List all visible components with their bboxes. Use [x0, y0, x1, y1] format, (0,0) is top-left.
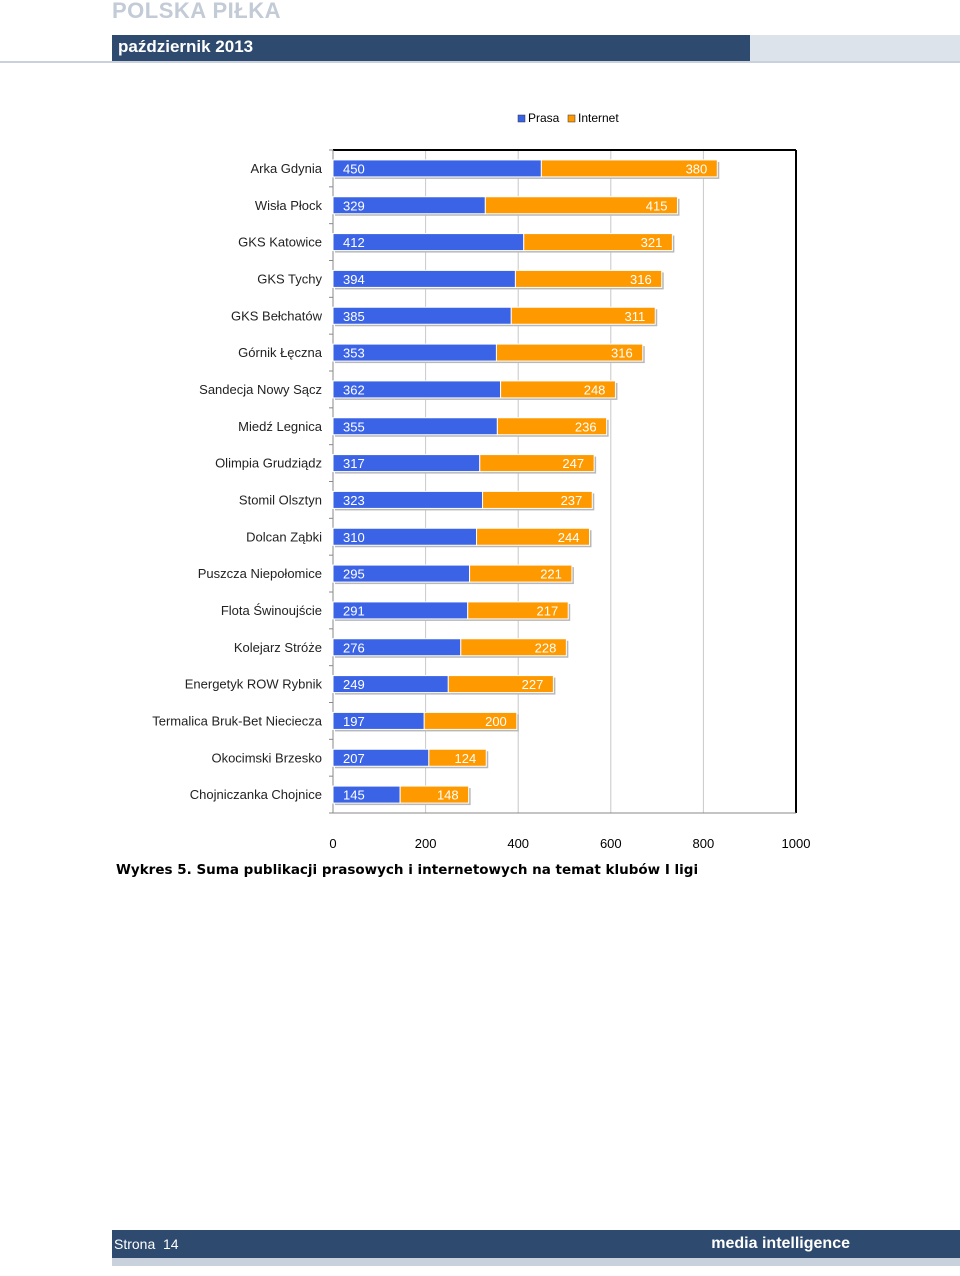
category-label: Chojniczanka Chojnice	[190, 787, 322, 802]
category-label: Miedź Legnica	[238, 419, 323, 434]
category-label: GKS Tychy	[257, 271, 322, 286]
bar-value-label: 385	[343, 309, 365, 324]
bar-internet	[495, 343, 644, 362]
x-tick-label: 200	[415, 836, 437, 850]
report-date: październik 2013	[118, 37, 254, 56]
category-label: Flota Świnoujście	[221, 603, 322, 618]
category-label: Wisła Płock	[255, 198, 323, 213]
bar-internet	[423, 711, 518, 730]
bar-value-label: 221	[540, 567, 562, 582]
bar-internet	[496, 417, 608, 436]
footer-page-label: Strona	[114, 1236, 156, 1252]
bar-value-label: 316	[611, 346, 633, 361]
bar-internet	[467, 601, 569, 620]
bar-internet	[510, 306, 656, 325]
category-label: Puszcza Niepołomice	[198, 566, 322, 581]
bar-internet	[484, 196, 678, 215]
bar-value-label: 145	[343, 788, 365, 803]
x-tick-label: 0	[329, 836, 336, 850]
header-band-extension	[750, 35, 960, 61]
category-label: Stomil Olsztyn	[239, 492, 322, 507]
bar-internet	[399, 785, 470, 804]
bar-internet	[514, 269, 663, 288]
bar-value-label: 276	[343, 640, 365, 655]
bar-internet	[428, 748, 487, 767]
bar-value-label: 321	[641, 235, 663, 250]
brand-title: POLSKA PIŁKA	[112, 0, 281, 23]
bar-value-label: 323	[343, 493, 365, 508]
bar-internet	[447, 675, 554, 694]
bar-value-label: 295	[343, 567, 365, 582]
bar-value-label: 380	[686, 161, 708, 176]
legend-label-prasa: Prasa	[528, 111, 560, 125]
legend-label-internet: Internet	[578, 111, 619, 125]
bar-value-label: 412	[343, 235, 365, 250]
bar-value-label: 310	[343, 530, 365, 545]
bar-internet	[476, 527, 591, 546]
category-label: Kolejarz Stróże	[234, 640, 322, 655]
plot-area	[333, 150, 796, 813]
category-label: Energetyk ROW Rybnik	[185, 677, 323, 692]
bar-value-label: 329	[343, 198, 365, 213]
bar-value-label: 207	[343, 751, 365, 766]
bar-value-label: 197	[343, 714, 365, 729]
bar-value-label: 355	[343, 419, 365, 434]
bar-internet	[523, 233, 673, 252]
bar-value-label: 237	[561, 493, 583, 508]
category-label: Arka Gdynia	[250, 161, 322, 176]
bar-value-label: 317	[343, 456, 365, 471]
bar-value-label: 200	[485, 714, 507, 729]
bar-value-label: 415	[646, 198, 668, 213]
bar-value-label: 311	[625, 309, 646, 324]
footer-band	[112, 1230, 960, 1258]
bar-value-label: 244	[558, 530, 580, 545]
header-divider	[0, 61, 960, 63]
bar-value-label: 236	[575, 419, 597, 434]
footer-page-number: 14	[163, 1236, 179, 1252]
category-label: GKS Bełchatów	[231, 308, 323, 323]
bar-value-label: 362	[343, 382, 365, 397]
header-band	[112, 35, 750, 61]
legend-swatch-internet	[567, 114, 576, 123]
bar-value-label: 217	[537, 603, 559, 618]
chart-caption: Wykres 5. Suma publikacji prasowych i in…	[116, 862, 699, 878]
category-label: Dolcan Ząbki	[246, 529, 322, 544]
bar-value-label: 450	[343, 161, 365, 176]
bar-value-label: 227	[522, 677, 544, 692]
bar-value-label: 353	[343, 346, 365, 361]
bar-value-label: 248	[584, 382, 606, 397]
bar-value-label: 394	[343, 272, 365, 287]
bar-internet	[460, 638, 567, 657]
bar-internet	[479, 454, 595, 473]
bar-internet	[540, 159, 718, 178]
bar-value-label: 148	[437, 788, 459, 803]
footer-brand: media intelligence	[711, 1235, 850, 1252]
category-label: Olimpia Grudziądz	[215, 456, 322, 471]
bar-value-label: 249	[343, 677, 365, 692]
bar-internet	[469, 564, 573, 583]
bar-value-label: 291	[343, 603, 365, 618]
x-tick-label: 1000	[782, 836, 811, 850]
category-label: Górnik Łęczna	[238, 345, 323, 360]
bar-internet	[500, 380, 616, 399]
x-tick-label: 600	[600, 836, 622, 850]
bar-value-label: 316	[630, 272, 652, 287]
bar-value-label: 228	[535, 640, 557, 655]
x-tick-label: 800	[693, 836, 715, 850]
category-label: GKS Katowice	[238, 235, 322, 250]
category-label: Okocimski Brzesko	[211, 750, 322, 765]
bar-value-label: 124	[455, 751, 477, 766]
stacked-bar-chart: Arka Gdynia 450 380 Wisła Płock 329 415 GKS Ka…	[152, 111, 811, 850]
x-tick-label: 400	[507, 836, 529, 850]
bar-internet	[482, 490, 593, 509]
footer-divider	[112, 1258, 960, 1266]
category-label: Sandecja Nowy Sącz	[199, 382, 322, 397]
category-label: Termalica Bruk-Bet Nieciecza	[152, 713, 323, 728]
legend-swatch-prasa	[517, 114, 526, 123]
bar-value-label: 247	[562, 456, 584, 471]
